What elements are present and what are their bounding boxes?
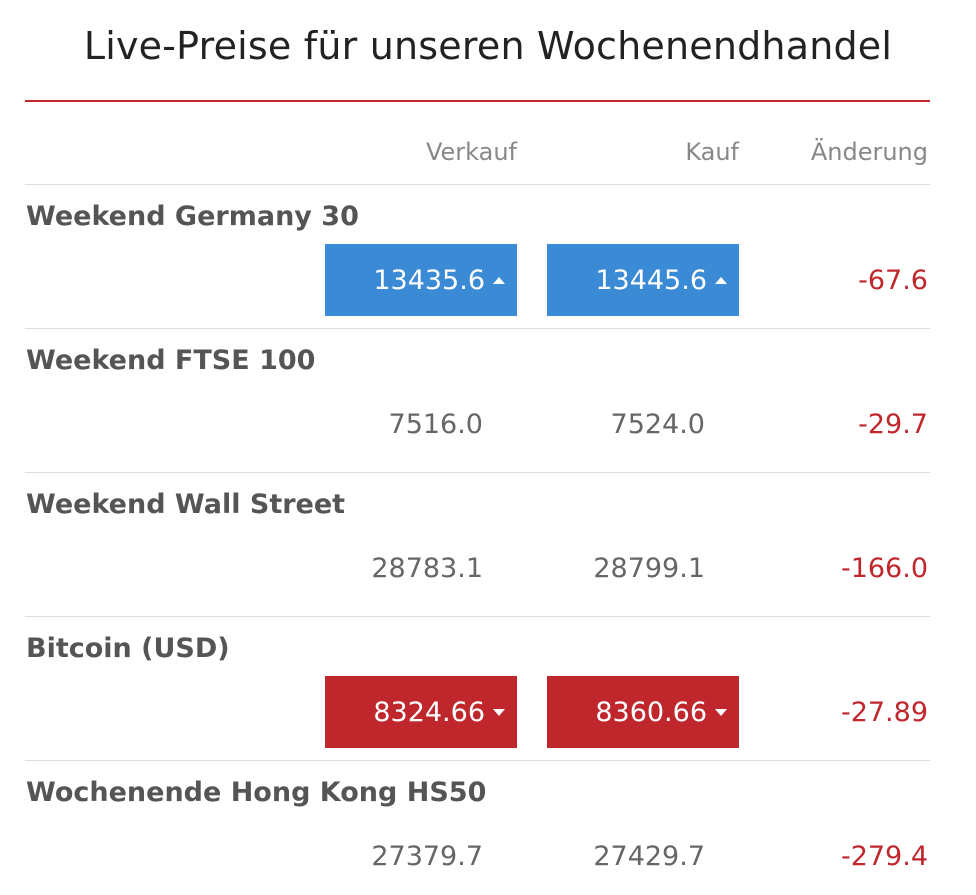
column-header: Änderung <box>810 138 928 166</box>
trend-arrow <box>715 708 727 716</box>
price-change: -27.89 <box>840 697 928 728</box>
row-divider <box>25 472 930 473</box>
price-text: 28783.1 <box>371 552 483 584</box>
buy-price[interactable]: 27429.7 <box>547 820 739 892</box>
sell-price[interactable]: 8324.66 <box>325 676 517 748</box>
trend-arrow <box>493 708 505 716</box>
price-text: 8324.66 <box>373 696 485 728</box>
price-text: 27429.7 <box>593 840 705 872</box>
buy-price[interactable]: 7524.0 <box>547 388 739 460</box>
row-divider <box>25 616 930 617</box>
trend-arrow <box>493 276 505 284</box>
price-text: 27379.7 <box>371 840 483 872</box>
price-text: 28799.1 <box>593 552 705 584</box>
column-header: Verkauf <box>425 138 517 166</box>
price-text: 7524.0 <box>610 408 705 440</box>
price-text: 13445.6 <box>595 264 707 296</box>
buy-price[interactable]: 28799.1 <box>547 532 739 604</box>
price-change: -166.0 <box>840 553 928 584</box>
sell-price[interactable]: 28783.1 <box>325 532 517 604</box>
row-divider <box>25 184 930 185</box>
instrument-name: Weekend Wall Street <box>26 489 346 520</box>
instrument-name: Wochenende Hong Kong HS50 <box>26 777 487 808</box>
title-rule <box>25 100 930 102</box>
row-divider <box>25 328 930 329</box>
trend-arrow <box>715 276 727 284</box>
price-text: 13435.6 <box>373 264 485 296</box>
price-change: -67.6 <box>858 265 928 296</box>
instrument-name: Bitcoin (USD) <box>26 633 230 664</box>
price-text: 7516.0 <box>388 408 483 440</box>
instrument-name: Weekend FTSE 100 <box>26 345 316 376</box>
price-change: -29.7 <box>858 409 928 440</box>
sell-price[interactable]: 13435.6 <box>325 244 517 316</box>
sell-price[interactable]: 27379.7 <box>325 820 517 892</box>
buy-price[interactable]: 13445.6 <box>547 244 739 316</box>
instrument-name: Weekend Germany 30 <box>26 201 359 232</box>
sell-price[interactable]: 7516.0 <box>325 388 517 460</box>
price-change: -279.4 <box>840 841 928 872</box>
price-text: 8360.66 <box>595 696 707 728</box>
column-header: Kauf <box>685 138 739 166</box>
row-divider <box>25 760 930 761</box>
title: Live-Preise für unseren Wochenendhandel <box>83 24 893 68</box>
buy-price[interactable]: 8360.66 <box>547 676 739 748</box>
